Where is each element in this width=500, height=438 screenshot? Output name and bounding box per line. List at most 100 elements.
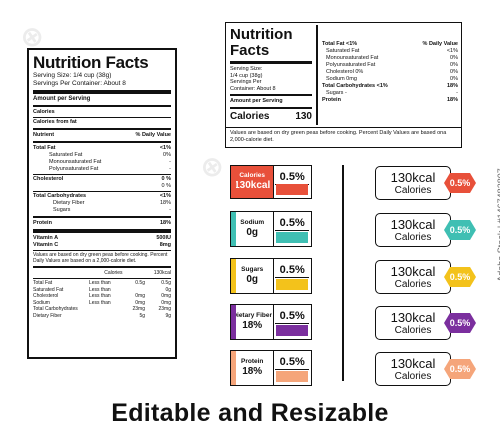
label2-row-name: Monounsaturated Fat — [326, 55, 379, 61]
table-row: Total Fat Less than 0.5g 0.5g — [33, 280, 171, 287]
sugars-dv: - — [169, 207, 171, 213]
table-calories: Calories — [104, 270, 123, 276]
hexagon-percent: 0.5% — [449, 178, 471, 188]
nutrient-mini-box: Sugars 0g 0.5% — [230, 258, 312, 294]
table-cell-v2: 0.5g — [161, 280, 171, 286]
table-cell-cmp: Less than — [89, 286, 111, 293]
watermark: ⊕ — [192, 145, 232, 188]
calorie-tag: 130kcal Calories — [375, 166, 451, 200]
mini-box-value: 18% — [242, 366, 263, 377]
label2-row: Monounsaturated Fat 0% — [322, 55, 458, 62]
mini-box-bar — [276, 371, 308, 382]
table-cell-v1: 0.5g — [135, 280, 145, 286]
polyunsaturated-fat: Polyunsaturated Fat — [49, 166, 99, 172]
table-cell-cmp: Less than — [89, 293, 111, 299]
mini-box-right: 0.5% — [273, 259, 311, 293]
label2-container: Container: About 8 — [230, 85, 276, 92]
nutrient-mini-box: Calories 130kcal 0.5% — [230, 165, 312, 199]
label2-row-name: Sodium 0mg — [326, 76, 357, 82]
table-cell-name: Total Carbohydrates — [33, 306, 78, 312]
label2-calories-value: 130 — [295, 110, 312, 122]
amount-per-serving: Amount per Serving — [33, 96, 91, 102]
label2-dv-header: % Daily Value — [422, 41, 458, 47]
table-row: Saturated Fat Less than 0g — [33, 287, 171, 294]
servings-per-container: Servings Per Container: About 8 — [33, 80, 126, 87]
calories-label: Calories — [33, 109, 55, 115]
table-kcal: 130kcal — [153, 270, 171, 276]
vitamin-c-value: 8mg — [159, 242, 171, 248]
label2-total-carbs-dv: 18% — [446, 83, 458, 89]
percent-hexagon: 0.5% — [444, 313, 476, 333]
tag-label: Calories — [394, 370, 432, 382]
label2-row-dv: <1% — [446, 48, 458, 54]
label2-serving-size: Serving Size: — [230, 66, 263, 72]
nutrient-mini-box: Dietary Fiber 18% 0.5% — [230, 304, 312, 340]
mini-box-percent: 0.5% — [275, 263, 309, 278]
label2-row-dv: 0% — [450, 76, 458, 82]
tag-value: 130kcal — [390, 216, 436, 232]
mini-box-bar — [276, 325, 308, 336]
protein-dv: 18% — [159, 220, 171, 226]
saturated-fat-dv: 0% — [163, 152, 171, 158]
table-cell-cmp: Less than — [89, 280, 111, 286]
dietary-fiber: Dietary Fiber — [53, 200, 85, 206]
table-row: Sodium Less than 0mg 0mg — [33, 300, 171, 307]
nutrition-label-horizontal: Nutrition Facts Serving Size: 1/4 cup (3… — [225, 22, 462, 148]
serving-size: Serving Size: 1/4 cup (38g) — [33, 72, 112, 79]
label2-amount-per-serving: Amount per Serving — [230, 98, 283, 104]
color-strip — [231, 305, 236, 339]
mini-box-right: 0.5% — [273, 305, 311, 339]
table-cell-cmp — [89, 313, 119, 320]
label2-right: Total Fat <1% % Daily Value Saturated Fat… — [322, 41, 458, 104]
table-cell-name: Saturated Fat — [33, 286, 64, 293]
table-cell-v2: 0g — [165, 286, 171, 293]
monounsaturated-fat-dv: - — [169, 159, 171, 165]
table-row: Total Carbohydrates 23mg 23mg — [33, 306, 171, 313]
label2-row: Saturated Fat <1% — [322, 48, 458, 55]
tag-value: 130kcal — [390, 263, 436, 279]
label2-row-name: Polyunsaturated Fat — [326, 62, 376, 68]
hexagon-percent: 0.5% — [449, 364, 471, 374]
nutrition-label-vertical: Nutrition Facts Serving Size: 1/4 cup (3… — [27, 48, 177, 359]
nutrient-header: Nutrient — [33, 132, 55, 138]
label2-serving-size-value: 1/4 cup (38g) — [230, 72, 263, 79]
tag-value: 130kcal — [390, 169, 436, 185]
color-strip — [231, 351, 236, 385]
total-fat: Total Fat — [33, 145, 56, 151]
table-cell-v2: 0mg — [161, 293, 171, 299]
hexagon-percent: 0.5% — [449, 272, 471, 282]
stock-id: Adobe Stock | #1467483807 — [496, 168, 500, 282]
sugars: Sugars — [53, 207, 71, 213]
table-row: Dietary Fiber 5g 9g — [33, 313, 171, 320]
table-cell-name: Sodium — [33, 299, 50, 306]
mini-box-percent: 0.5% — [275, 216, 309, 231]
mini-box-bar — [276, 232, 308, 243]
mini-box-bar — [276, 279, 308, 290]
percent-hexagon: 0.5% — [444, 267, 476, 287]
mini-box-percent: 0.5% — [275, 309, 309, 324]
color-strip — [231, 166, 236, 198]
hexagon-percent: 0.5% — [449, 318, 471, 328]
label2-row-name: Saturated Fat — [326, 48, 360, 54]
label2-servings-per: Servings Per — [230, 79, 262, 85]
polyunsaturated-fat-dv: - — [169, 166, 171, 172]
table-row: Cholesterol Less than 0mg 0mg — [33, 293, 171, 300]
mini-box-value: 0g — [246, 274, 259, 285]
nutrient-mini-box: Protein 18% 0.5% — [230, 350, 312, 386]
mini-box-right: 0.5% — [273, 212, 311, 246]
mini-box-left: Calories 130kcal — [231, 166, 275, 198]
vitamin-c: Vitamin C — [33, 242, 59, 248]
mini-box-value: 0g — [246, 227, 259, 238]
comparison-table: Total Fat Less than 0.5g 0.5g Saturated Fat L… — [33, 280, 171, 319]
label2-protein: Protein — [322, 97, 341, 103]
label2-rows: Saturated Fat <1% Monounsaturated Fat 0% Pol… — [322, 48, 458, 83]
table-cell-name: Dietary Fiber — [33, 312, 62, 319]
label2-row-dv: 0% — [450, 55, 458, 61]
tag-value: 130kcal — [390, 309, 436, 325]
nutrient-mini-box: Sodium 0g 0.5% — [230, 211, 312, 247]
stock-id-strip: Adobe Stock | #1467483807 — [486, 80, 500, 370]
cholesterol: Cholesterol — [33, 176, 64, 182]
calorie-tag: 130kcal Calories — [375, 260, 451, 294]
divider — [342, 165, 344, 381]
label2-row: Polyunsaturated Fat 0% — [322, 62, 458, 69]
